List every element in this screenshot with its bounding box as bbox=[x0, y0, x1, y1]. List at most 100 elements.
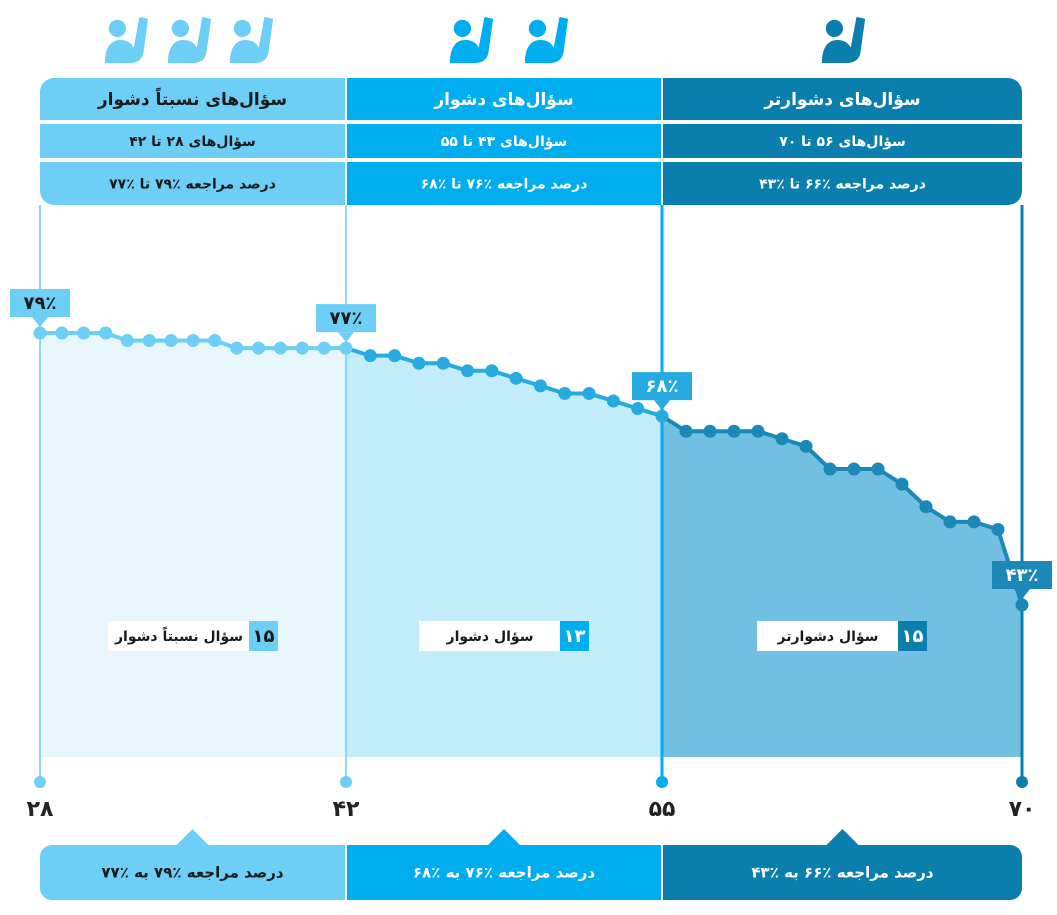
count-badge bbox=[560, 621, 589, 651]
icons bbox=[104, 16, 866, 64]
header-cell bbox=[40, 78, 345, 120]
header-range: سؤال‌های ۲۸ تا ۴۲ bbox=[129, 134, 256, 150]
point bbox=[1015, 598, 1029, 612]
x-tick-label: ۴۲ bbox=[333, 797, 360, 822]
point bbox=[871, 462, 885, 476]
value-label-pointer bbox=[338, 332, 354, 343]
header-title: سؤال‌های نسبتاً دشوار bbox=[97, 86, 287, 110]
footer-notch bbox=[487, 829, 521, 846]
point bbox=[727, 424, 741, 438]
point bbox=[775, 432, 789, 446]
point bbox=[120, 334, 134, 348]
header-range: سؤال‌های ۵۶ تا ۷۰ bbox=[779, 134, 906, 150]
point bbox=[847, 462, 861, 476]
point bbox=[339, 341, 353, 355]
header-rate: درصد مراجعه ٪۷۶ تا ٪۶۸ bbox=[421, 177, 588, 193]
count-badge bbox=[898, 621, 927, 651]
header-cell bbox=[347, 124, 661, 158]
header-cell bbox=[663, 124, 1022, 158]
point bbox=[55, 326, 69, 340]
footer: درصد مراجعه ٪۷۹ به ٪۷۷ درصد مراجعه ٪۷۶ به… bbox=[40, 829, 1022, 900]
footer-cell bbox=[40, 845, 345, 900]
area bbox=[40, 333, 346, 757]
header-title: سؤال‌های دشوارتر bbox=[763, 90, 920, 110]
point bbox=[142, 334, 156, 348]
point bbox=[436, 356, 450, 370]
point bbox=[208, 334, 222, 348]
hand-icon bbox=[821, 16, 866, 64]
footer-notch bbox=[825, 829, 860, 846]
point bbox=[703, 424, 717, 438]
tick-dot bbox=[656, 776, 668, 788]
count-text: سؤال دشوار bbox=[446, 629, 534, 645]
value-label: ۶۸٪ bbox=[646, 376, 679, 397]
point bbox=[230, 341, 244, 355]
point bbox=[919, 500, 933, 514]
area bbox=[662, 416, 1022, 757]
header-cell bbox=[347, 162, 661, 205]
count-number: ۱۵ bbox=[902, 626, 924, 647]
point bbox=[823, 462, 837, 476]
point bbox=[388, 349, 402, 363]
point bbox=[533, 379, 547, 393]
count-text: سؤال نسبتاً دشوار bbox=[114, 626, 243, 645]
value-label-box bbox=[992, 561, 1052, 589]
point bbox=[33, 326, 47, 340]
header-cell bbox=[347, 78, 661, 120]
value-label: ۷۹٪ bbox=[24, 293, 57, 314]
point bbox=[606, 394, 620, 408]
x-tick-label: ۲۸ bbox=[27, 797, 54, 822]
point bbox=[582, 386, 596, 400]
hand-icon bbox=[229, 16, 274, 64]
header-cell bbox=[40, 162, 345, 205]
count-text: سؤال دشوارتر bbox=[777, 629, 879, 645]
count-badge bbox=[249, 621, 278, 651]
footer-summary: درصد مراجعه ٪۶۶ به ٪۴۳ bbox=[751, 864, 933, 882]
point bbox=[317, 341, 331, 355]
footer-summary: درصد مراجعه ٪۷۶ به ٪۶۸ bbox=[413, 864, 595, 882]
header-title: سؤال‌های دشوار bbox=[433, 90, 573, 110]
x-tick-label: ۵۵ bbox=[649, 797, 676, 822]
value-label-box bbox=[632, 372, 692, 401]
value-label: ۷۷٪ bbox=[330, 308, 363, 329]
point bbox=[363, 349, 377, 363]
header-rate: درصد مراجعه ٪۷۹ تا ٪۷۷ bbox=[109, 177, 276, 193]
hand-icon bbox=[524, 16, 569, 64]
point bbox=[77, 326, 91, 340]
point bbox=[485, 364, 499, 378]
value-label-box bbox=[10, 289, 70, 317]
point bbox=[751, 424, 765, 438]
header-rate: درصد مراجعه ٪۶۶ تا ٪۴۳ bbox=[759, 177, 926, 193]
footer-summary: درصد مراجعه ٪۷۹ به ٪۷۷ bbox=[101, 864, 283, 882]
point bbox=[558, 386, 572, 400]
count-number: ۱۵ bbox=[253, 626, 275, 647]
value-label-pointer bbox=[32, 317, 48, 327]
count-number: ۱۳ bbox=[564, 626, 586, 647]
header-range: سؤال‌های ۴۳ تا ۵۵ bbox=[441, 134, 568, 150]
hand-icon bbox=[104, 16, 149, 64]
tick-dot bbox=[1016, 776, 1028, 788]
footer-boxes bbox=[40, 845, 1022, 900]
area bbox=[346, 348, 662, 757]
point bbox=[895, 477, 909, 491]
point bbox=[631, 402, 645, 416]
header: سؤال‌های نسبتاً دشوار سؤال‌های ۲۸ تا ۴۲ در… bbox=[40, 78, 1022, 205]
header-cell bbox=[663, 162, 1022, 205]
point bbox=[967, 515, 981, 529]
value-label: ۴۳٪ bbox=[1006, 565, 1039, 586]
point bbox=[509, 371, 523, 385]
footer-cell bbox=[347, 845, 661, 900]
point bbox=[679, 424, 693, 438]
point bbox=[461, 364, 475, 378]
header-cell bbox=[663, 78, 1022, 120]
tick-dot bbox=[340, 776, 352, 788]
point bbox=[295, 341, 309, 355]
point bbox=[186, 334, 200, 348]
point bbox=[991, 522, 1005, 536]
point bbox=[799, 439, 813, 453]
point bbox=[655, 409, 669, 423]
hand-icon bbox=[449, 16, 494, 64]
footer-cell bbox=[663, 845, 1022, 900]
value-label-pointer bbox=[1014, 589, 1030, 599]
